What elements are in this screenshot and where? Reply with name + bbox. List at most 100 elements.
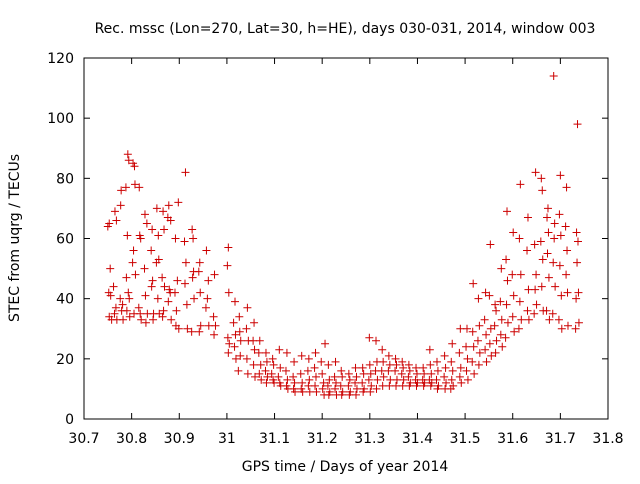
- data-point: [118, 300, 127, 309]
- x-tick-label: 30.9: [164, 431, 195, 447]
- data-point: [391, 366, 400, 375]
- data-point: [377, 366, 386, 375]
- data-point: [557, 291, 566, 300]
- data-point: [174, 324, 183, 333]
- data-point: [487, 351, 496, 360]
- data-point: [515, 297, 524, 306]
- data-point: [338, 372, 347, 381]
- data-point: [352, 384, 361, 393]
- data-point: [141, 318, 150, 327]
- data-point: [119, 315, 128, 324]
- data-point: [433, 384, 442, 393]
- data-point: [448, 339, 457, 348]
- y-tick-label: 80: [56, 171, 74, 187]
- data-point: [497, 264, 506, 273]
- data-point: [426, 381, 435, 390]
- data-point: [297, 351, 306, 360]
- data-point: [319, 378, 328, 387]
- chart-title: Rec. mssc (Lon=270, Lat=30, h=HE), days …: [95, 21, 596, 37]
- data-point: [543, 204, 552, 213]
- data-point: [492, 336, 501, 345]
- data-point: [486, 240, 495, 249]
- data-point: [311, 348, 320, 357]
- data-point: [563, 246, 572, 255]
- data-point: [231, 354, 240, 363]
- data-point: [426, 360, 435, 369]
- data-point: [405, 381, 414, 390]
- data-point: [194, 267, 203, 276]
- data-point: [523, 246, 532, 255]
- data-point: [173, 276, 182, 285]
- data-point: [230, 342, 239, 351]
- data-point: [289, 372, 298, 381]
- data-point: [556, 171, 565, 180]
- data-point: [209, 312, 218, 321]
- data-point: [501, 333, 510, 342]
- data-point: [523, 213, 532, 222]
- data-point: [530, 309, 539, 318]
- data-point: [229, 318, 238, 327]
- data-point: [158, 312, 167, 321]
- data-point: [236, 351, 245, 360]
- data-point: [201, 303, 210, 312]
- data-point: [180, 237, 189, 246]
- data-point: [532, 300, 541, 309]
- data-point: [523, 306, 532, 315]
- data-point: [243, 303, 252, 312]
- data-point: [457, 378, 466, 387]
- data-point: [312, 387, 321, 396]
- data-point: [117, 186, 126, 195]
- data-point: [257, 375, 266, 384]
- y-tick-label: 120: [47, 51, 74, 67]
- data-point: [561, 222, 570, 231]
- data-point: [223, 333, 232, 342]
- data-point: [187, 327, 196, 336]
- data-point: [433, 366, 442, 375]
- data-point: [537, 174, 546, 183]
- data-point: [254, 348, 263, 357]
- data-point: [128, 258, 137, 267]
- data-point: [419, 381, 428, 390]
- data-point: [147, 246, 156, 255]
- data-point: [310, 363, 319, 372]
- data-point: [446, 384, 455, 393]
- data-point: [324, 360, 333, 369]
- data-point: [481, 345, 490, 354]
- data-point: [303, 366, 312, 375]
- data-point: [405, 366, 414, 375]
- data-point: [573, 237, 582, 246]
- data-point: [482, 330, 491, 339]
- data-point: [231, 297, 240, 306]
- data-point: [474, 294, 483, 303]
- data-point: [148, 276, 157, 285]
- data-point: [462, 366, 471, 375]
- data-point: [235, 327, 244, 336]
- data-point: [275, 345, 284, 354]
- data-point: [137, 315, 146, 324]
- data-point: [318, 384, 327, 393]
- data-point: [136, 234, 145, 243]
- data-point: [130, 162, 139, 171]
- data-point: [255, 369, 264, 378]
- data-point: [549, 72, 558, 81]
- data-point: [573, 120, 582, 129]
- data-point: [172, 306, 181, 315]
- data-point: [134, 303, 143, 312]
- data-point: [263, 372, 272, 381]
- data-point: [236, 336, 245, 345]
- data-point: [432, 357, 441, 366]
- data-point: [195, 258, 204, 267]
- data-point: [420, 369, 429, 378]
- data-point: [183, 324, 192, 333]
- data-point: [224, 288, 233, 297]
- data-point: [455, 372, 464, 381]
- data-point: [542, 306, 551, 315]
- data-point: [164, 297, 173, 306]
- data-point: [563, 288, 572, 297]
- data-point: [224, 348, 233, 357]
- data-point: [181, 258, 190, 267]
- data-point: [129, 246, 138, 255]
- data-point: [508, 312, 517, 321]
- data-point: [379, 372, 388, 381]
